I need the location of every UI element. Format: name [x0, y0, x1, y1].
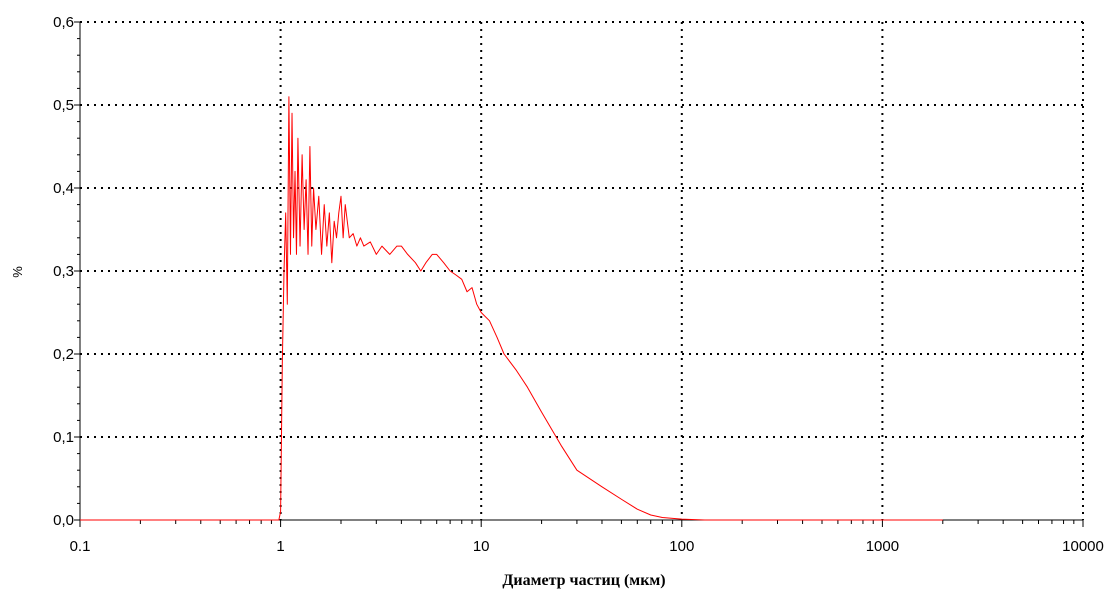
- y-tick-label: 0,1: [53, 429, 74, 446]
- y-tick-label: 0,3: [53, 263, 74, 280]
- x-tick-label: 10: [473, 538, 490, 555]
- x-tick-label: 1: [276, 538, 284, 555]
- x-tick-label: 100: [669, 538, 694, 555]
- series-line: [80, 96, 943, 521]
- axes: [74, 21, 1084, 527]
- series-layer: [80, 96, 943, 521]
- x-axis-title: Диаметр частиц (мкм): [502, 572, 665, 589]
- y-tick-label: 0,2: [53, 346, 74, 363]
- x-tick-label: 10000: [1062, 538, 1104, 555]
- x-tick-label: 1000: [866, 538, 899, 555]
- y-axis-title: %: [10, 266, 25, 278]
- grid: [80, 21, 1084, 520]
- tick-labels: 0,0 0,1 0,2 0,3 0,4 0,5 0,6 0.1 1 10 100 1000 10000: [53, 14, 1104, 555]
- y-tick-label: 0,0: [53, 512, 74, 529]
- x-tick-label: 0.1: [70, 538, 91, 555]
- y-tick-label: 0,4: [53, 180, 74, 197]
- y-tick-label: 0,5: [53, 97, 74, 114]
- y-tick-label: 0,6: [53, 14, 74, 31]
